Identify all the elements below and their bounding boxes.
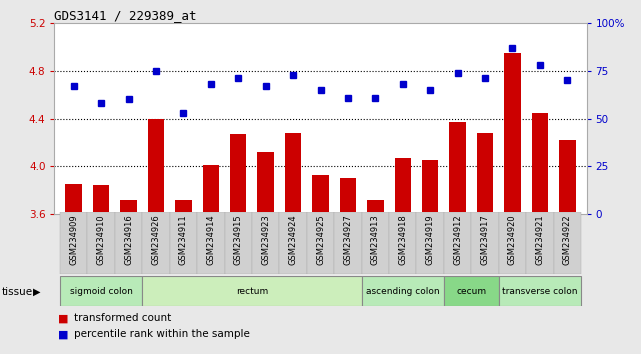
Text: GSM234913: GSM234913 xyxy=(371,214,380,265)
Bar xyxy=(362,212,389,274)
Bar xyxy=(334,212,362,274)
Text: sigmoid colon: sigmoid colon xyxy=(70,287,133,296)
Text: tissue: tissue xyxy=(2,287,33,297)
Bar xyxy=(93,185,110,214)
Text: GSM234917: GSM234917 xyxy=(481,214,490,265)
Text: GSM234918: GSM234918 xyxy=(398,214,407,265)
Bar xyxy=(362,276,444,306)
Text: ■: ■ xyxy=(58,313,68,323)
Bar xyxy=(197,212,224,274)
Bar xyxy=(444,212,471,274)
Text: GSM234911: GSM234911 xyxy=(179,214,188,265)
Text: cecum: cecum xyxy=(456,287,487,296)
Bar xyxy=(526,212,554,274)
Text: GSM234923: GSM234923 xyxy=(261,214,270,265)
Text: GSM234914: GSM234914 xyxy=(206,214,215,265)
Bar xyxy=(115,212,142,274)
Text: ascending colon: ascending colon xyxy=(366,287,440,296)
Bar xyxy=(279,212,307,274)
Text: GSM234926: GSM234926 xyxy=(151,214,160,265)
Text: rectum: rectum xyxy=(236,287,268,296)
Bar xyxy=(170,212,197,274)
Bar xyxy=(142,276,362,306)
Text: ■: ■ xyxy=(58,329,68,339)
Text: ▶: ▶ xyxy=(33,287,41,297)
Text: GSM234910: GSM234910 xyxy=(97,214,106,265)
Bar xyxy=(444,276,499,306)
Bar xyxy=(203,165,219,214)
Text: GSM234912: GSM234912 xyxy=(453,214,462,265)
Text: percentile rank within the sample: percentile rank within the sample xyxy=(74,329,249,339)
Bar xyxy=(499,212,526,274)
Bar xyxy=(554,212,581,274)
Bar xyxy=(147,119,164,214)
Bar xyxy=(230,134,246,214)
Text: transformed count: transformed count xyxy=(74,313,171,323)
Text: GSM234921: GSM234921 xyxy=(535,214,544,265)
Bar xyxy=(531,113,548,214)
Text: GSM234922: GSM234922 xyxy=(563,214,572,265)
Bar xyxy=(504,53,520,214)
Bar xyxy=(340,178,356,214)
Text: GDS3141 / 229389_at: GDS3141 / 229389_at xyxy=(54,9,197,22)
Bar xyxy=(312,175,329,214)
Bar xyxy=(175,200,192,214)
Bar xyxy=(449,122,466,214)
Bar xyxy=(285,133,301,214)
Bar xyxy=(559,140,576,214)
Text: GSM234924: GSM234924 xyxy=(288,214,297,265)
Bar xyxy=(60,276,142,306)
Bar xyxy=(224,212,252,274)
Bar xyxy=(87,212,115,274)
Bar xyxy=(252,212,279,274)
Bar xyxy=(471,212,499,274)
Bar xyxy=(389,212,417,274)
Bar xyxy=(367,200,383,214)
Bar xyxy=(121,200,137,214)
Text: GSM234909: GSM234909 xyxy=(69,214,78,265)
Bar xyxy=(395,158,411,214)
Text: GSM234920: GSM234920 xyxy=(508,214,517,265)
Bar xyxy=(258,152,274,214)
Text: GSM234927: GSM234927 xyxy=(344,214,353,265)
Bar xyxy=(477,133,494,214)
Bar xyxy=(499,276,581,306)
Bar xyxy=(422,160,438,214)
Text: transverse colon: transverse colon xyxy=(502,287,578,296)
Bar xyxy=(65,184,82,214)
Bar xyxy=(417,212,444,274)
Bar xyxy=(142,212,170,274)
Text: GSM234925: GSM234925 xyxy=(316,214,325,265)
Text: GSM234919: GSM234919 xyxy=(426,214,435,265)
Text: GSM234915: GSM234915 xyxy=(234,214,243,265)
Text: GSM234916: GSM234916 xyxy=(124,214,133,265)
Bar xyxy=(60,212,87,274)
Bar xyxy=(307,212,334,274)
